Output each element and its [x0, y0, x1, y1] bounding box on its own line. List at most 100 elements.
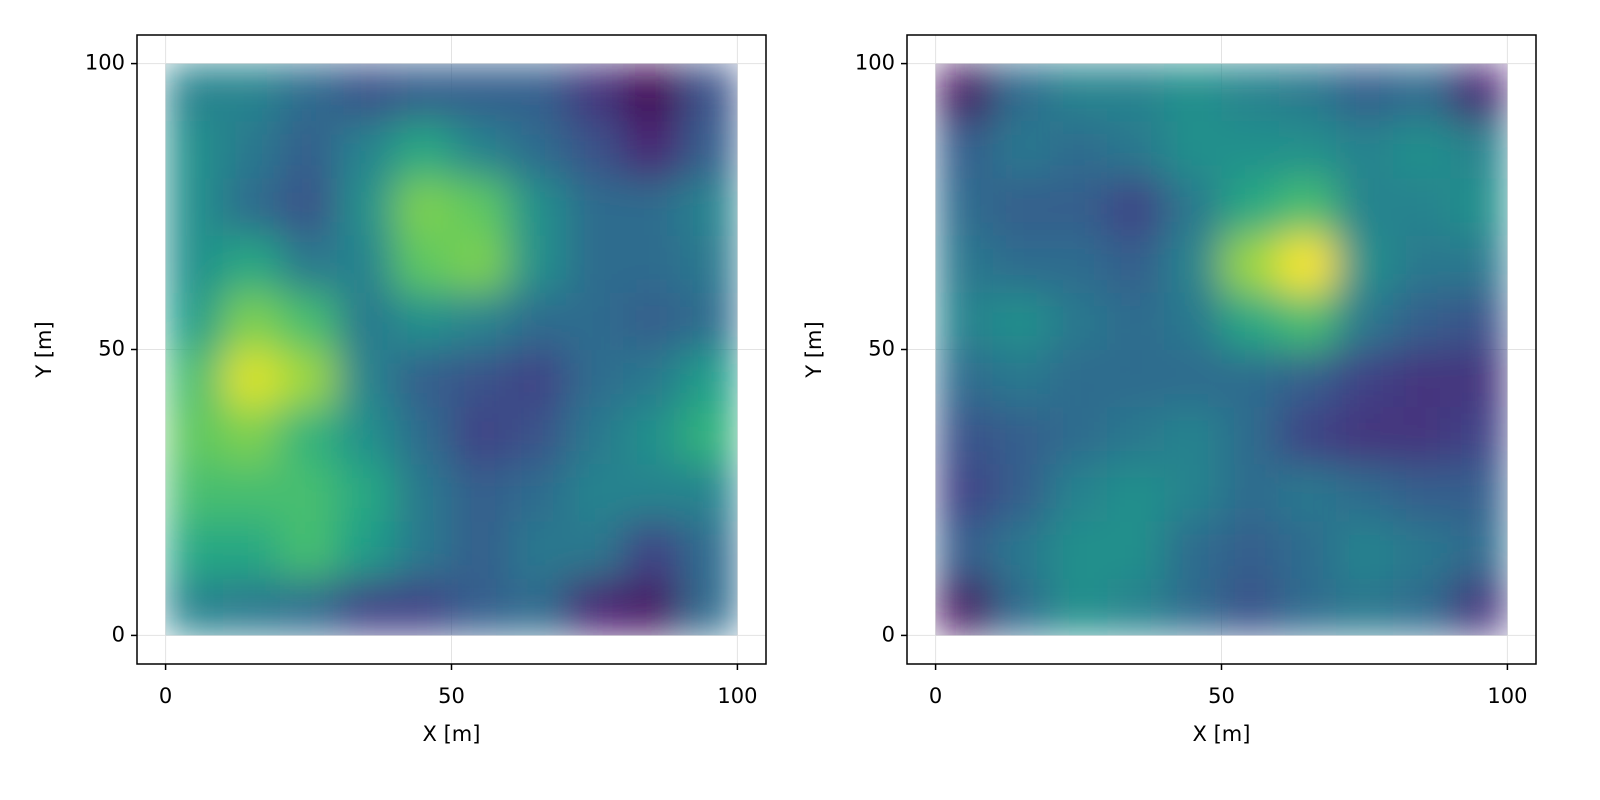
y-tick-label: 50: [868, 337, 895, 361]
heatmap-cell: [680, 406, 738, 465]
heatmap-cell: [680, 235, 738, 293]
heatmap-cell: [1450, 120, 1508, 179]
heatmap-cell: [992, 463, 1051, 522]
heatmap-cell: [1221, 235, 1280, 293]
heatmap-cell: [451, 235, 510, 293]
heatmap-cell: [680, 177, 738, 236]
heatmap-cell: [1107, 463, 1165, 522]
heatmap-cell: [1335, 578, 1394, 636]
heatmap-cell: [565, 177, 624, 236]
y-axis-label: Y [m]: [32, 321, 56, 378]
heatmap-cell: [1049, 235, 1108, 293]
heatmap-cell: [451, 578, 510, 636]
heatmap-cell: [1221, 63, 1280, 122]
heatmap-cell: [337, 521, 395, 579]
heatmap-cell: [394, 463, 452, 522]
heatmap-cell: [1335, 349, 1394, 408]
heatmap-cell: [992, 292, 1051, 350]
heatmap-cell: [165, 406, 224, 465]
heatmap-cell: [1107, 63, 1165, 122]
heatmap-cell: [623, 235, 681, 293]
heatmap-cell: [1278, 521, 1337, 579]
heatmap-cell: [623, 463, 681, 522]
heatmap-cell: [1164, 521, 1222, 579]
heatmap-cell: [508, 521, 567, 579]
heatmap-cell: [1107, 521, 1165, 579]
heatmap-cell: [565, 63, 624, 122]
heatmap-cell: [565, 406, 624, 465]
x-tick-label: 100: [1487, 684, 1527, 708]
heatmap-cell: [992, 521, 1051, 579]
heatmap-cell: [394, 63, 452, 122]
heatmap-cell: [1221, 292, 1280, 350]
heatmap-cell: [1335, 521, 1394, 579]
heatmap-cell: [1393, 292, 1451, 350]
heatmap-cell: [1278, 406, 1337, 465]
heatmap-cell: [1278, 120, 1337, 179]
heatmap-cell: [394, 120, 452, 179]
y-tick-label: 0: [112, 622, 125, 646]
heatmap-cells: [935, 63, 1508, 636]
heatmap-cell: [1335, 177, 1394, 236]
heatmap-cell: [1164, 63, 1222, 122]
heatmap-cell: [935, 292, 994, 350]
heatmap-cell: [451, 406, 510, 465]
heatmap-cell: [680, 292, 738, 350]
heatmap-cell: [451, 177, 510, 236]
heatmap-cell: [1335, 120, 1394, 179]
heatmap-cell: [508, 578, 567, 636]
x-tick-label: 50: [1208, 684, 1235, 708]
heatmap-cell: [1221, 463, 1280, 522]
heatmap-cell: [451, 349, 510, 408]
heatmap-cell: [1335, 292, 1394, 350]
heatmap-cell: [451, 463, 510, 522]
heatmap-cell: [508, 406, 567, 465]
heatmap-cell: [337, 578, 395, 636]
heatmap-cell: [279, 406, 338, 465]
heatmap-cell: [935, 120, 994, 179]
heatmap-cell: [1450, 349, 1508, 408]
heatmap-cell: [1278, 463, 1337, 522]
heatmap-cell: [1049, 521, 1108, 579]
heatmap-cell: [623, 292, 681, 350]
heatmap-cell: [992, 406, 1051, 465]
heatmap-cell: [1393, 177, 1451, 236]
heatmap-cell: [623, 521, 681, 579]
heatmap-cell: [1450, 578, 1508, 636]
heatmap-cell: [1164, 463, 1222, 522]
heatmap-cell: [279, 177, 338, 236]
heatmap-cell: [1107, 578, 1165, 636]
heatmap-cell: [165, 292, 224, 350]
heatmap-cell: [394, 578, 452, 636]
heatmap-cell: [165, 578, 224, 636]
heatmap-cell: [1393, 578, 1451, 636]
heatmap-cell: [1278, 292, 1337, 350]
heatmap-cell: [222, 235, 281, 293]
heatmap-cell: [165, 349, 224, 408]
heatmap-cell: [565, 578, 624, 636]
heatmap-cell: [1107, 120, 1165, 179]
heatmap-cell: [508, 235, 567, 293]
heatmap-cell: [279, 292, 338, 350]
heatmap-cell: [935, 578, 994, 636]
heatmap-cell: [165, 63, 224, 122]
heatmap-cell: [1450, 463, 1508, 522]
heatmap-cell: [992, 349, 1051, 408]
heatmap-cell: [222, 177, 281, 236]
y-tick-label: 50: [98, 337, 125, 361]
heatmap-cell: [1107, 406, 1165, 465]
heatmap-cell: [1393, 406, 1451, 465]
heatmap-cell: [508, 177, 567, 236]
heatmap-cell: [935, 406, 994, 465]
heatmap-cell: [1278, 63, 1337, 122]
heatmap-cell: [992, 120, 1051, 179]
heatmap-cell: [1107, 349, 1165, 408]
heatmap-cell: [508, 63, 567, 122]
y-tick-label: 0: [882, 622, 895, 646]
heatmap-cell: [1164, 292, 1222, 350]
heatmap-cell: [394, 406, 452, 465]
x-tick-label: 100: [717, 684, 757, 708]
heatmap-cell: [508, 292, 567, 350]
heatmap-cell: [1221, 521, 1280, 579]
heatmap: [935, 63, 1508, 636]
